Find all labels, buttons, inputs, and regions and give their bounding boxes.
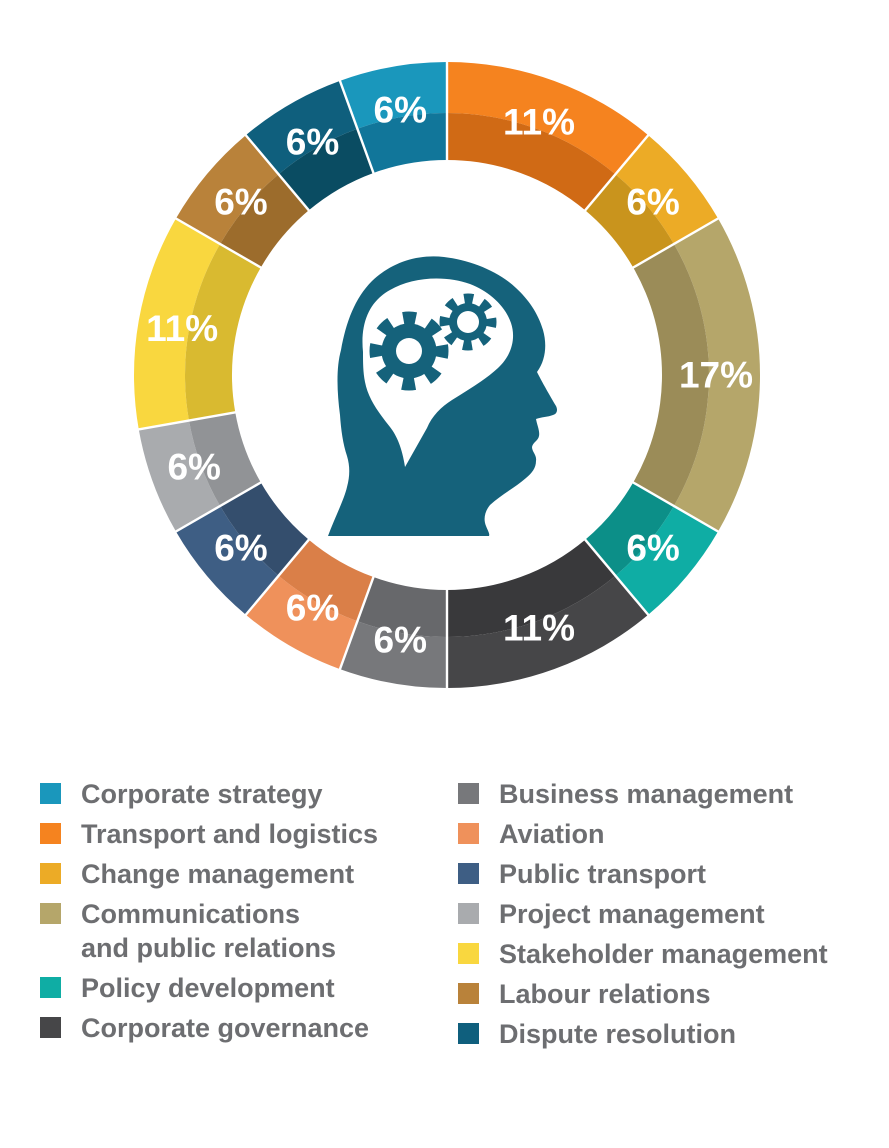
donut-segment-transport-and-logistics (447, 62, 649, 175)
legend-swatch (40, 903, 61, 924)
legend-column-left: Corporate strategy Transport and logistic… (40, 774, 458, 1054)
legend-swatch (458, 823, 479, 844)
legend-item-communications-and-public-relations: Communications and public relations (40, 894, 458, 968)
legend-label: Business management (499, 779, 794, 809)
legend-swatch (458, 1023, 479, 1044)
thinking-head-with-gears-icon (328, 256, 557, 536)
segment-divider (583, 133, 650, 212)
legend-label: Communications and public relations (81, 899, 337, 963)
legend-swatch (458, 983, 479, 1004)
donut-segment-shade-corporate-strategy (357, 113, 447, 173)
legend-label: Stakeholder management (499, 939, 828, 969)
segment-value-label-aviation: 6% (286, 587, 339, 628)
donut-segment-aviation (245, 575, 358, 670)
legend-item-change-management: Change management (40, 854, 458, 894)
legend-label: Aviation (499, 819, 605, 849)
segment-value-label-policy-development: 6% (626, 527, 679, 568)
donut-segment-public-transport (175, 506, 279, 615)
legend-label: Public transport (499, 859, 707, 889)
legend-swatch (458, 903, 479, 924)
legend-label: Labour relations (499, 979, 711, 1009)
donut-segment-labour-relations (175, 135, 279, 244)
donut-segment-shade-stakeholder-management (185, 244, 261, 421)
segment-divider (338, 79, 375, 175)
legend-item-public-transport: Public transport (458, 854, 869, 894)
segment-divider (137, 410, 237, 431)
segment-value-label-change-management: 6% (626, 182, 679, 223)
legend-label: Transport and logistics (81, 819, 379, 849)
segment-divider (244, 538, 311, 617)
donut-chart: 6% 11% 6% 17% 6% 11% 6% 6% 6% 6% 11% 6% 6% (134, 61, 761, 689)
legend-item-aviation: Aviation (458, 814, 869, 854)
donut-chart-area: 6% 11% 6% 17% 6% 11% 6% 6% 6% 6% 11% 6% 6% (134, 61, 761, 689)
legend-item-stakeholder-management: Stakeholder management (458, 934, 869, 974)
segment-value-label-labour-relations: 6% (214, 182, 267, 223)
legend-column-right: Business management Aviation Public transp… (458, 774, 869, 1054)
legend-item-corporate-strategy: Corporate strategy (40, 774, 458, 814)
segment-value-label-public-transport: 6% (214, 527, 267, 568)
donut-segment-shade-corporate-governance (447, 539, 616, 637)
legend-swatch (458, 943, 479, 964)
legend-swatch (40, 783, 61, 804)
segment-divider (631, 480, 720, 534)
donut-segment-stakeholder-management (134, 218, 221, 430)
legend-item-transport-and-logistics: Transport and logistics (40, 814, 458, 854)
donut-segment-corporate-strategy (339, 62, 447, 129)
legend-label: Project management (499, 899, 765, 929)
segment-divider (174, 216, 263, 270)
segment-value-label-project-management: 6% (167, 447, 220, 488)
donut-segment-dispute-resolution (245, 80, 358, 175)
legend-item-project-management: Project management (458, 894, 869, 934)
legend-item-dispute-resolution: Dispute resolution (458, 1014, 869, 1054)
legend-item-business-management: Business management (458, 774, 869, 814)
legend-label: Policy development (81, 973, 335, 1003)
legend-label: Corporate strategy (81, 779, 323, 809)
donut-segment-shade-public-transport (220, 482, 309, 576)
donut-segment-shade-transport-and-logistics (447, 113, 616, 211)
segment-divider (338, 575, 375, 671)
legend-item-policy-development: Policy development (40, 968, 458, 1008)
legend-label: Dispute resolution (499, 1019, 737, 1049)
legend-swatch (40, 823, 61, 844)
legend-swatch (40, 977, 61, 998)
legend-label: Corporate governance (81, 1013, 370, 1043)
legend-swatch (458, 783, 479, 804)
segment-value-label-business-management: 6% (374, 619, 427, 660)
segment-value-label-communications-and-public-relations: 17% (679, 355, 753, 396)
donut-segment-shade-communications-and-public-relations (633, 244, 709, 506)
donut-segment-shade-business-management (357, 577, 447, 637)
legend-swatch (40, 1017, 61, 1038)
segment-value-label-dispute-resolution: 6% (286, 122, 339, 163)
donut-segment-shade-policy-development (585, 482, 674, 576)
segment-divider (244, 133, 311, 212)
legend-item-labour-relations: Labour relations (458, 974, 869, 1014)
segment-value-label-stakeholder-management: 11% (146, 308, 218, 349)
donut-segment-shade-project-management (188, 412, 261, 506)
donut-segment-shade-aviation (278, 539, 374, 622)
segment-value-label-corporate-strategy: 6% (374, 90, 427, 131)
legend-swatch (458, 863, 479, 884)
donut-segment-shade-dispute-resolution (278, 128, 374, 211)
segment-value-label-transport-and-logistics: 11% (503, 102, 575, 143)
segment-divider (174, 480, 263, 534)
donut-segment-project-management (138, 420, 221, 532)
chart-legend: Corporate strategy Transport and logistic… (40, 774, 869, 1054)
segment-divider (631, 216, 720, 270)
segment-value-label-corporate-governance: 11% (503, 607, 575, 648)
donut-segment-communications-and-public-relations (673, 218, 761, 532)
donut-segment-change-management (615, 135, 719, 244)
donut-segment-policy-development (615, 506, 719, 615)
donut-segment-shade-change-management (585, 174, 674, 268)
donut-segment-business-management (339, 621, 447, 688)
legend-label: Change management (81, 859, 355, 889)
legend-swatch (40, 863, 61, 884)
legend-item-corporate-governance: Corporate governance (40, 1008, 458, 1048)
donut-segment-corporate-governance (447, 575, 649, 688)
donut-segment-shade-labour-relations (220, 174, 309, 268)
segment-divider (583, 538, 650, 617)
